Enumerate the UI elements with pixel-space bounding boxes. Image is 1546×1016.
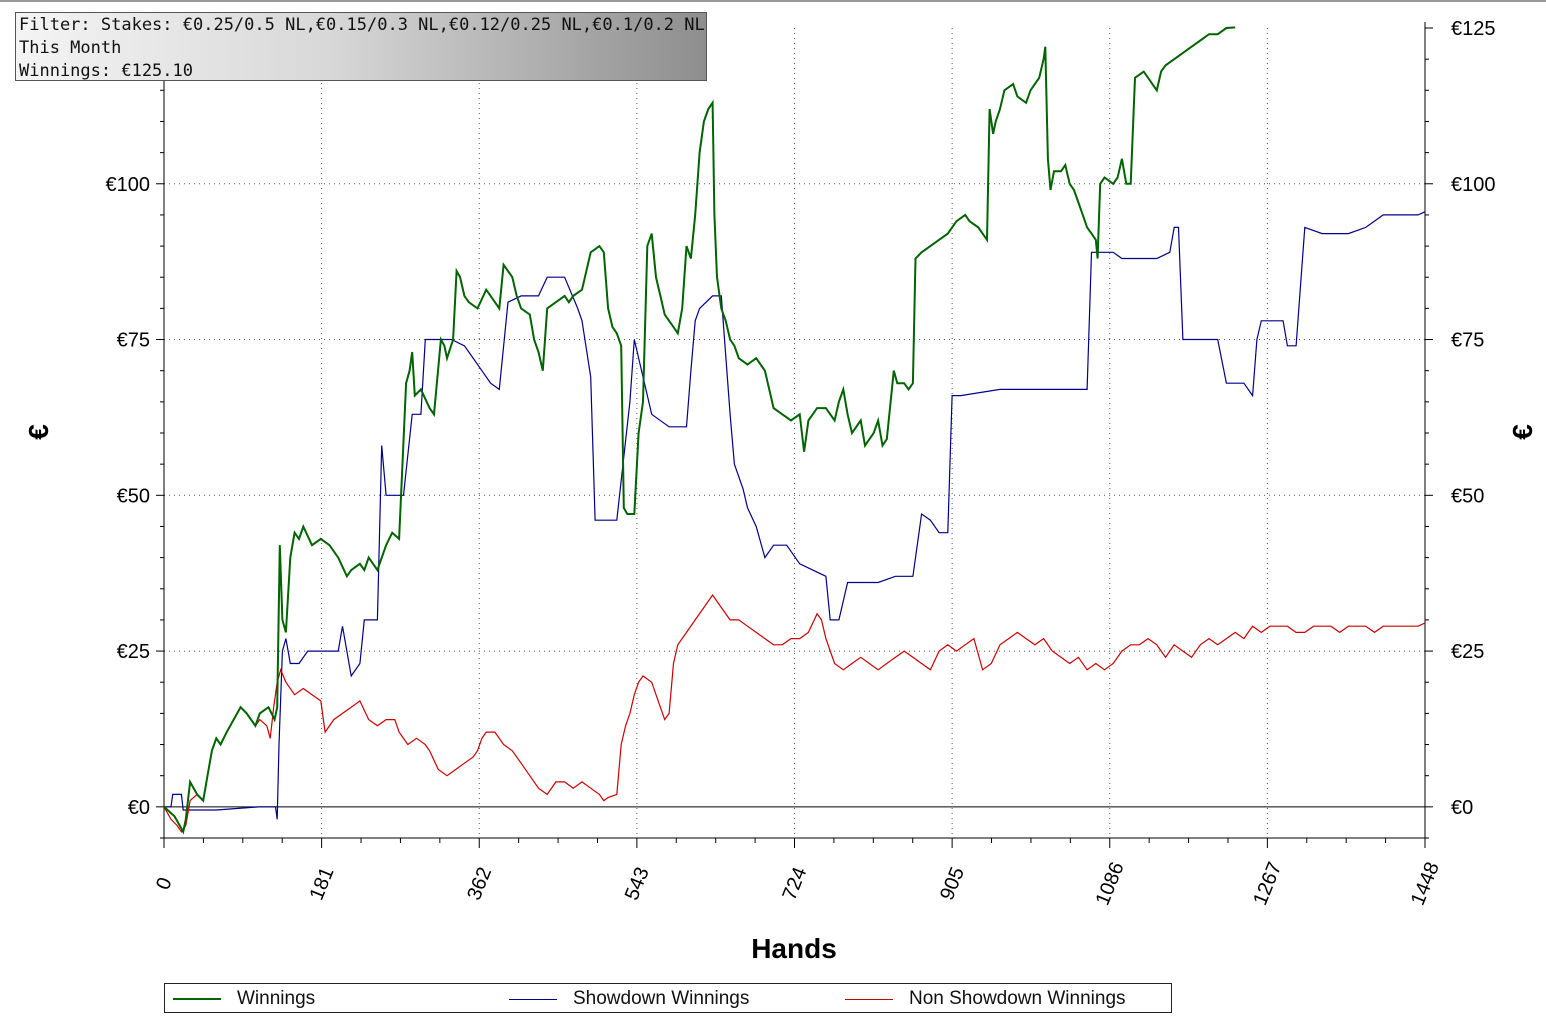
- legend-label-winnings: Winnings: [237, 988, 316, 1009]
- y-tick-label-left: €25: [117, 641, 150, 663]
- legend-swatch-showdown: [509, 998, 557, 1000]
- legend-item-winnings: Winnings: [173, 986, 315, 1012]
- filter-info-box: Filter: Stakes: €0.25/0.5 NL,€0.15/0.3 N…: [15, 12, 707, 81]
- legend-swatch-nonshowdown: [845, 998, 893, 1000]
- y-tick-label-left: €0: [128, 797, 150, 819]
- x-tick-label: 1086: [1092, 859, 1129, 909]
- y-axis-label-left: €: [23, 424, 54, 440]
- series-winnings-line: [163, 26, 1236, 835]
- x-tick-label: 0: [152, 874, 177, 893]
- y-tick-label-right: €50: [1451, 485, 1484, 507]
- legend-item-showdown: Showdown Winnings: [509, 986, 749, 1012]
- y-tick-label-left: €50: [117, 485, 150, 507]
- x-tick-label: 362: [463, 864, 496, 903]
- y-tick-label-right: €0: [1451, 797, 1473, 819]
- chart-legend: Winnings Showdown Winnings Non Showdown …: [164, 983, 1172, 1013]
- x-tick-label: 1448: [1407, 859, 1444, 909]
- x-axis-label: Hands: [751, 933, 837, 964]
- y-tick-label-right: €25: [1451, 641, 1484, 663]
- y-tick-label-left: €100: [106, 174, 151, 196]
- period-text: This Month: [19, 38, 122, 58]
- grid: [164, 28, 1426, 838]
- filter-text: Filter: Stakes: €0.25/0.5 NL,€0.15/0.3 N…: [19, 15, 705, 35]
- x-tick-label: 543: [621, 864, 654, 903]
- legend-label-showdown: Showdown Winnings: [573, 988, 750, 1009]
- y-tick-label-right: €75: [1451, 330, 1484, 352]
- x-tick-label: 1267: [1249, 859, 1286, 909]
- legend-swatch-winnings: [173, 998, 221, 1000]
- legend-item-nonshowdown: Non Showdown Winnings: [845, 986, 1126, 1012]
- x-tick-label: 181: [306, 864, 339, 903]
- winnings-total-text: Winnings: €125.10: [19, 61, 193, 81]
- tick-labels: 0 181 362 543 724 905 1086 1267 1448 €0 €0 €25 €25 €5…: [106, 18, 1496, 909]
- x-tick-label: 724: [778, 864, 811, 903]
- series-showdown-line: [164, 211, 1426, 820]
- y-tick-label-left: €75: [117, 330, 150, 352]
- x-tick-label: 905: [936, 864, 969, 903]
- series-layer: [163, 26, 1426, 835]
- y-tick-label-right: €100: [1451, 174, 1496, 196]
- legend-label-nonshowdown: Non Showdown Winnings: [909, 988, 1126, 1009]
- series-nonshowdown-line: [163, 593, 1426, 833]
- axes: [156, 22, 1433, 848]
- y-tick-label-right: €125: [1451, 18, 1496, 40]
- y-axis-label-right: €: [1507, 424, 1538, 440]
